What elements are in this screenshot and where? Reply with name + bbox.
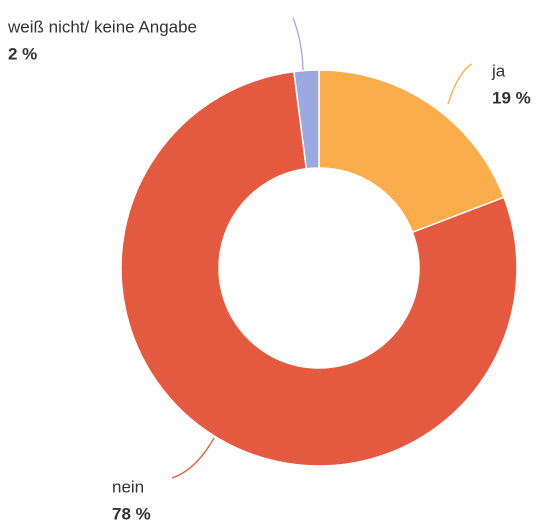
donut-slice xyxy=(120,70,518,467)
slice-label: weiß nicht/ keine Angabe xyxy=(7,17,197,36)
slice-label: ja xyxy=(491,61,506,80)
donut-slice xyxy=(318,69,505,234)
leader-line xyxy=(447,63,473,105)
value-label: 19 % xyxy=(492,88,531,107)
slice-label: nein xyxy=(112,477,144,496)
leader-line xyxy=(292,17,304,71)
donut-slice xyxy=(293,69,320,170)
leader-line xyxy=(171,437,215,479)
value-label: 2 % xyxy=(8,44,37,63)
value-label: 78 % xyxy=(112,504,151,523)
